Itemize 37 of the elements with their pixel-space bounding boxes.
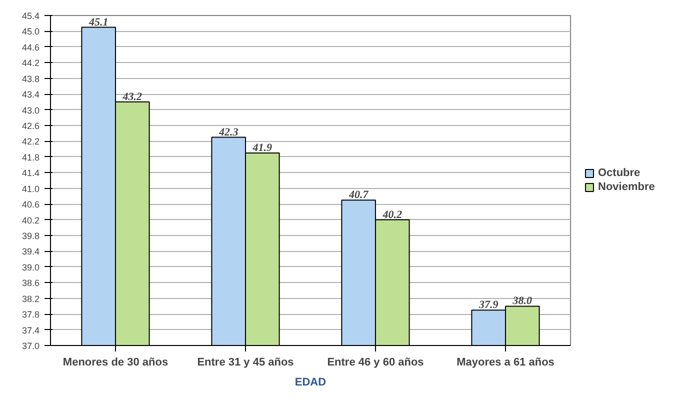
y-tick-label: 37.4 (22, 325, 40, 336)
x-tick-label: Menores de 30 años (62, 356, 168, 368)
legend-label: Octubre (598, 166, 640, 178)
y-tick-label: 38.2 (22, 294, 40, 304)
y-tick-label: 41.4 (22, 168, 40, 178)
y-tick-label: 45.4 (22, 11, 40, 21)
y-tick-label: 43.0 (22, 105, 40, 116)
legend-label: Noviembre (598, 180, 655, 192)
data-label: 37.9 (478, 299, 499, 312)
y-tick-label: 39.0 (22, 262, 40, 272)
y-tick-label: 43.8 (22, 74, 40, 84)
y-tick-label: 42.2 (22, 136, 40, 147)
data-label: 45.1 (88, 16, 108, 28)
y-tick-label: 45.0 (22, 26, 40, 37)
data-label: 41.9 (252, 142, 273, 154)
x-axis-title: EDAD (294, 376, 326, 388)
y-tick-label: 39.8 (22, 231, 40, 241)
x-tick-label: Entre 31 y 45 años (197, 356, 294, 368)
data-label: 40.2 (382, 208, 403, 221)
y-tick-label: 41.8 (22, 152, 40, 162)
x-tick-label: Mayores a 61 años (456, 356, 554, 368)
y-tick-label: 39.4 (22, 246, 40, 257)
y-tick-label: 42.6 (22, 121, 40, 131)
data-label: 40.7 (348, 189, 369, 202)
x-tick-label: Entre 46 y 60 años (327, 356, 424, 368)
y-tick-label: 44.2 (22, 58, 40, 68)
y-tick-label: 41.0 (22, 184, 40, 194)
y-tick-label: 37.8 (22, 310, 40, 320)
data-label: 38.0 (512, 295, 533, 308)
y-tick-label: 44.6 (22, 42, 40, 52)
data-label: 43.2 (122, 90, 143, 103)
y-tick-label: 40.2 (22, 215, 40, 226)
y-tick-label: 38.6 (22, 278, 40, 288)
data-label: 42.3 (218, 126, 239, 138)
y-tick-label: 43.4 (22, 90, 40, 100)
y-tick-label: 37.0 (22, 341, 40, 351)
y-tick-label: 40.6 (22, 200, 40, 210)
